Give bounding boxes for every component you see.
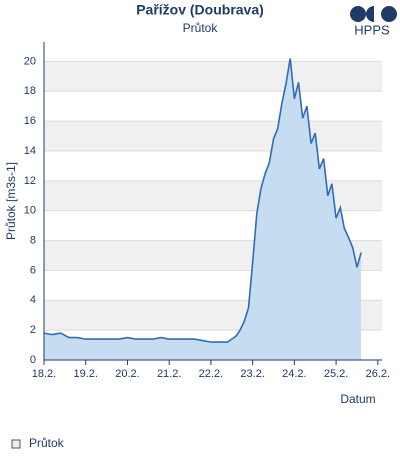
legend-swatch	[11, 439, 21, 449]
y-tick-label: 4	[30, 294, 36, 306]
logo-text: HPPS	[354, 22, 390, 37]
y-tick-label: 2	[30, 324, 36, 336]
y-tick-label: 14	[24, 145, 36, 157]
x-tick-label: 25.2.	[324, 368, 348, 380]
y-tick-label: 0	[30, 354, 36, 366]
y-tick-label: 10	[24, 205, 36, 217]
x-tick-label: 26.2.	[366, 368, 390, 380]
y-tick-label: 20	[24, 55, 36, 67]
y-axis-label: Průtok [m3s-1]	[4, 162, 18, 240]
grid-band	[44, 121, 382, 151]
y-tick-label: 8	[30, 234, 36, 246]
x-tick-label: 19.2.	[73, 368, 97, 380]
legend-label: Průtok	[29, 436, 65, 450]
logo-icon	[350, 6, 397, 22]
x-tick-label: 24.2.	[282, 368, 306, 380]
grid-band	[44, 61, 382, 92]
y-tick-label: 18	[24, 85, 36, 97]
area-fill	[44, 58, 362, 361]
x-tick-label: 20.2.	[115, 368, 139, 380]
chart-title: Pařížov (Doubrava)	[136, 2, 264, 18]
x-tick-label: 23.2.	[240, 368, 264, 380]
y-tick-label: 12	[24, 175, 36, 187]
chart-subtitle: Průtok	[183, 21, 219, 35]
y-tick-label: 6	[30, 264, 36, 276]
x-axis-label: Datum	[340, 392, 375, 406]
x-tick-label: 21.2.	[157, 368, 181, 380]
y-tick-label: 16	[24, 115, 36, 127]
line	[43, 58, 362, 343]
x-tick-label: 18.2.	[32, 368, 56, 380]
x-tick-label: 22.2.	[199, 368, 223, 380]
